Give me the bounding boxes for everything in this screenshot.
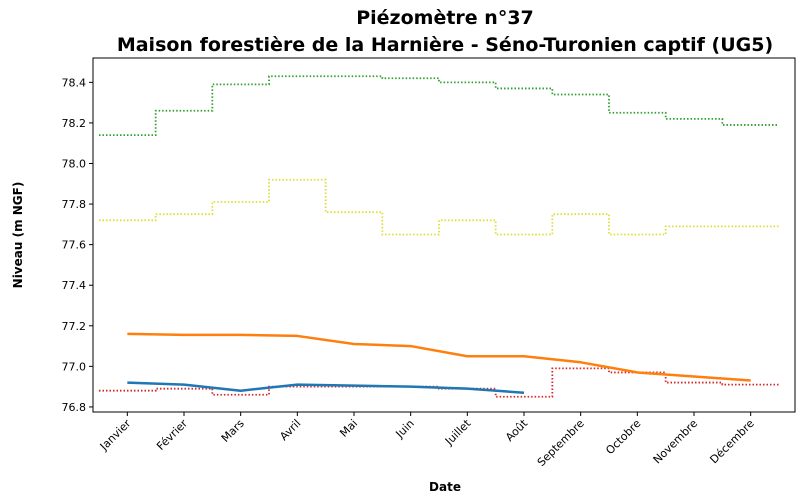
step-line [99, 75, 779, 136]
y-tick-label: 78.0 [62, 157, 87, 170]
x-axis-label: Date [429, 480, 461, 494]
y-tick-label: 78.4 [62, 76, 87, 89]
series-line [127, 332, 751, 382]
plot-frame [92, 57, 796, 413]
x-tick-label: Juin [393, 417, 417, 441]
y-tick-label: 78.2 [62, 117, 87, 130]
series-line [127, 381, 525, 394]
x-tick-label: Janvier [97, 417, 134, 454]
x-tick-label: Juillet [442, 416, 474, 448]
x-tick-label: Mai [337, 417, 360, 440]
y-tick-label: 77.4 [62, 279, 87, 292]
y-tick-label: 77.8 [62, 198, 87, 211]
chart-subtitle: Maison forestière de la Harnière - Séno-… [117, 34, 773, 56]
step-line [99, 367, 779, 398]
x-tick-label: Août [503, 416, 531, 444]
chart-title: Piézomètre n°37 [356, 7, 534, 29]
y-axis-label: Niveau (m NGF) [11, 182, 25, 289]
y-tick-label: 77.6 [62, 239, 87, 252]
x-tick-label: Mars [219, 417, 247, 445]
step-line [99, 178, 779, 236]
x-tick-label: Décembre [707, 417, 757, 467]
x-tick-label: Avril [277, 417, 303, 443]
x-tick-label: Novembre [651, 417, 701, 467]
y-tick-label: 77.0 [62, 360, 87, 373]
x-tick-label: Septembre [535, 417, 587, 469]
y-tick-label: 76.8 [62, 401, 87, 414]
x-tick-label: Octobre [603, 417, 643, 457]
y-tick-label: 77.2 [62, 320, 87, 333]
x-tick-label: Février [154, 417, 190, 453]
